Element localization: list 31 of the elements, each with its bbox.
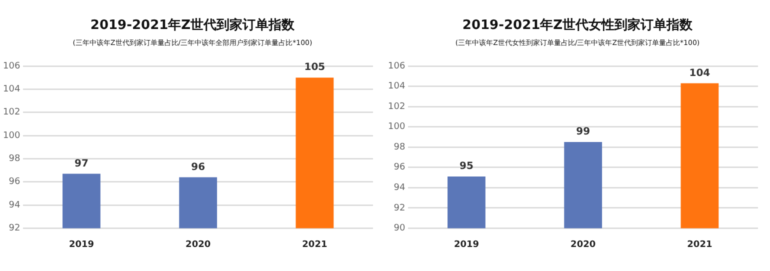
y-tick-label: 100 bbox=[2, 130, 20, 141]
x-tick-label: 2020 bbox=[186, 240, 211, 250]
y-tick-label: 92 bbox=[394, 203, 406, 214]
chart-title: 2019-2021年Z世代到家订单指数 bbox=[89, 16, 296, 34]
y-tick-label: 98 bbox=[8, 154, 20, 164]
data-label: 97 bbox=[74, 158, 88, 170]
y-tick-label: 94 bbox=[394, 182, 406, 193]
y-tick-label: 96 bbox=[394, 162, 406, 173]
y-tick-label: 94 bbox=[8, 200, 20, 210]
x-tick-label: 2019 bbox=[454, 240, 480, 250]
x-tick-label: 2021 bbox=[302, 240, 328, 250]
data-label: 96 bbox=[191, 162, 206, 173]
y-tick-label: 106 bbox=[2, 61, 20, 72]
y-tick-label: 102 bbox=[2, 108, 20, 118]
y-tick-label: 106 bbox=[388, 61, 406, 72]
x-tick-label: 2020 bbox=[570, 240, 596, 250]
y-tick-label: 102 bbox=[388, 102, 406, 112]
x-tick-label: 2019 bbox=[68, 240, 94, 250]
y-tick-label: 104 bbox=[388, 82, 406, 92]
y-tick-label: 104 bbox=[2, 84, 20, 95]
y-tick-label: 90 bbox=[394, 224, 406, 234]
y-tick-label: 100 bbox=[388, 122, 406, 132]
y-tick-label: 98 bbox=[394, 142, 406, 152]
y-tick-label: 92 bbox=[8, 224, 20, 234]
data-label: 99 bbox=[576, 126, 590, 138]
x-tick-label: 2021 bbox=[687, 240, 712, 250]
chart-title: 2019-2021年Z世代女性到家订单指数 bbox=[461, 16, 694, 34]
data-label: 95 bbox=[460, 161, 474, 172]
data-label: 104 bbox=[689, 68, 710, 79]
y-tick-label: 96 bbox=[8, 177, 20, 188]
data-label: 105 bbox=[304, 62, 326, 74]
